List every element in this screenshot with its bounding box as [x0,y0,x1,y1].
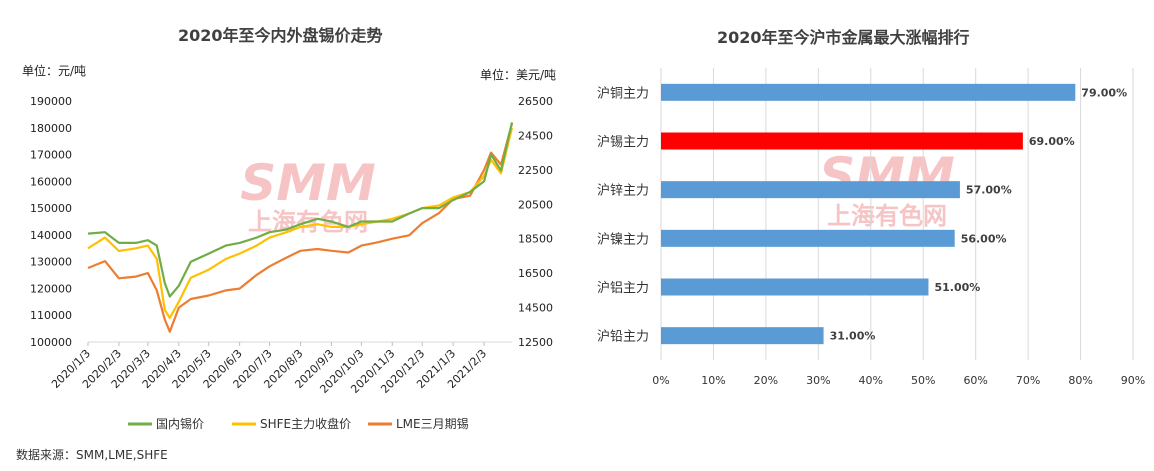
watermark-text: 上海有色网 [827,202,947,230]
bar-chart-title: 2020年至今沪市金属最大涨幅排行 [717,28,970,47]
x-tick-label: 40% [859,374,883,387]
right-y-tick-label: 14500 [518,302,553,315]
category-label-6: 沪铅主力 [597,329,649,345]
category-label-3: 沪锌主力 [597,183,649,199]
left-y-tick-label: 120000 [30,282,72,295]
bar-2 [661,132,1023,150]
right-axis-unit: 单位：美元/吨 [480,68,557,82]
right-y-tick-label: 24500 [518,129,553,142]
x-tick-label: 70% [1016,374,1040,387]
series-line-1 [87,122,514,298]
right-y-tick-label: 20500 [518,198,553,211]
legend-label-3: LME三月期锡 [396,416,469,431]
left-axis-unit: 单位：元/吨 [22,64,87,78]
x-tick-label: 20% [754,374,778,387]
left-y-tick-label: 190000 [30,95,72,108]
x-tick-label: 0% [652,374,669,387]
left-y-tick-label: 110000 [30,309,72,322]
value-label-4: 56.00% [961,232,1007,245]
category-label-1: 沪铜主力 [597,85,649,101]
x-tick-label: 80% [1068,374,1092,387]
right-y-tick-label: 22500 [518,164,553,177]
line-chart-svg: SMM上海有色网10000011000012000013000014000015… [30,95,553,431]
series-line-2 [87,127,514,319]
right-y-tick-label: 18500 [518,233,553,246]
left-y-tick-label: 100000 [30,336,72,349]
right-y-tick-label: 26500 [518,95,553,108]
category-label-5: 沪铝主力 [597,280,649,296]
category-label-4: 沪镍主力 [597,231,649,247]
x-tick-label: 60% [963,374,987,387]
watermark-logo: SMM [240,154,376,212]
x-tick-label: 10% [701,374,725,387]
value-label-2: 69.00% [1029,135,1075,148]
x-tick-label: 30% [806,374,830,387]
right-y-tick-label: 16500 [518,267,553,280]
right-y-tick-label: 12500 [518,336,553,349]
line-chart-title: 2020年至今内外盘锡价走势 [178,26,383,45]
left-y-tick-label: 170000 [30,149,72,162]
data-source-note: 数据来源：SMM,LME,SHFE [16,448,168,462]
bar-5 [661,278,929,296]
left-y-tick-label: 150000 [30,202,72,215]
bar-1 [661,83,1076,101]
line-chart-panel: 2020年至今内外盘锡价走势 单位：元/吨 单位：美元/吨 SMM 上海有色网 10… [16,26,557,462]
left-y-tick-label: 130000 [30,256,72,269]
value-label-6: 31.00% [830,330,876,343]
left-y-tick-label: 140000 [30,229,72,242]
bar-chart-panel: 2020年至今沪市金属最大涨幅排行 SMM 上海有色网 0% 10% 20% 30% 40%… [577,0,1154,471]
bar-6 [661,327,824,345]
legend-label-1: 国内锡价 [156,416,204,431]
value-label-5: 51.00% [934,281,980,294]
bar-3 [661,181,960,199]
x-tick-label: 50% [911,374,935,387]
legend-label-2: SHFE主力收盘价 [260,416,351,431]
category-label-2: 沪锡主力 [597,134,649,150]
left-y-tick-label: 160000 [30,175,72,188]
bar-4 [661,229,955,247]
left-y-tick-label: 180000 [30,122,72,135]
value-label-3: 57.00% [966,184,1012,197]
value-label-1: 79.00% [1081,86,1127,99]
x-tick-label: 90% [1121,374,1145,387]
